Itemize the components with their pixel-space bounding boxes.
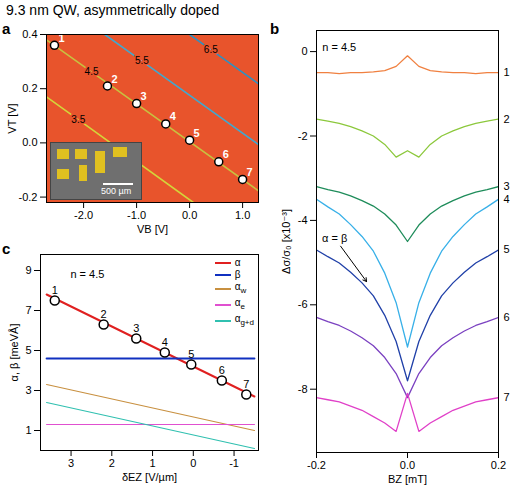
- svg-text:1.0: 1.0: [235, 209, 250, 221]
- svg-text:α = β: α = β: [322, 232, 347, 244]
- svg-text:0: 0: [190, 457, 196, 469]
- svg-text:2: 2: [111, 73, 117, 85]
- svg-text:3: 3: [68, 457, 74, 469]
- svg-text:n = 4.5: n = 4.5: [322, 41, 356, 53]
- svg-text:0.0: 0.0: [182, 209, 197, 221]
- svg-text:0.2: 0.2: [491, 459, 506, 471]
- svg-text:7: 7: [25, 304, 31, 316]
- svg-text:2: 2: [101, 308, 107, 320]
- svg-text:0.0: 0.0: [400, 459, 415, 471]
- html-text:c: c: [2, 240, 11, 257]
- svg-text:2: 2: [109, 457, 115, 469]
- svg-text:5: 5: [504, 243, 510, 255]
- svg-text:-2.0: -2.0: [74, 209, 93, 221]
- svg-text:VT [V]: VT [V]: [6, 103, 18, 133]
- svg-text:4: 4: [170, 110, 177, 122]
- svg-text:Δσ/σ₀ [x10⁻³]: Δσ/σ₀ [x10⁻³]: [280, 209, 292, 274]
- svg-text:3: 3: [25, 384, 31, 396]
- svg-text:4: 4: [504, 193, 510, 205]
- html-text:αg+d: αg+d: [234, 313, 254, 327]
- svg-text:6: 6: [223, 148, 229, 160]
- svg-text:5: 5: [25, 344, 31, 356]
- svg-text:1: 1: [504, 66, 510, 78]
- svg-text:5.5: 5.5: [135, 55, 149, 66]
- svg-text:1: 1: [25, 424, 31, 436]
- svg-text:0.0: 0.0: [22, 136, 37, 148]
- html-text:500 µm: 500 µm: [101, 186, 132, 196]
- svg-text:7: 7: [504, 391, 510, 403]
- svg-text:2: 2: [504, 113, 510, 125]
- svg-text:6.5: 6.5: [204, 44, 218, 55]
- svg-text:1: 1: [149, 457, 155, 469]
- svg-text:7: 7: [243, 378, 249, 390]
- svg-text:3: 3: [141, 90, 147, 102]
- svg-text:4: 4: [162, 336, 168, 348]
- svg-text:6: 6: [504, 311, 510, 323]
- svg-text:-6: -6: [298, 298, 308, 310]
- svg-text:α, β [meVÅ]: α, β [meVÅ]: [8, 324, 20, 382]
- svg-text:-1: -1: [229, 457, 239, 469]
- html-text:α: α: [234, 257, 241, 268]
- svg-text:7: 7: [247, 166, 253, 178]
- svg-text:-2: -2: [298, 130, 308, 142]
- svg-text:4.5: 4.5: [85, 66, 99, 77]
- svg-text:δEZ [V/µm]: δEZ [V/µm]: [122, 471, 177, 483]
- svg-text:0.4: 0.4: [22, 28, 37, 40]
- svg-text:n = 4.5: n = 4.5: [70, 268, 104, 280]
- svg-text:-0.2: -0.2: [19, 191, 38, 203]
- svg-text:9: 9: [25, 264, 31, 276]
- html-text:9.3 nm QW, asymmetrically dope: 9.3 nm QW, asymmetrically doped: [6, 2, 220, 18]
- svg-text:BZ [mT]: BZ [mT]: [388, 473, 427, 485]
- svg-text:1: 1: [52, 284, 58, 296]
- html-text:αw: αw: [234, 281, 247, 295]
- svg-text:1: 1: [58, 32, 64, 44]
- svg-text:0: 0: [301, 45, 307, 57]
- html-text:β: β: [234, 269, 241, 280]
- svg-text:VB [V]: VB [V]: [137, 223, 168, 235]
- html-text:b: b: [270, 20, 280, 37]
- svg-text:-4: -4: [298, 214, 308, 226]
- svg-text:6: 6: [219, 364, 225, 376]
- svg-text:3.5: 3.5: [71, 114, 85, 125]
- svg-text:-1.0: -1.0: [127, 209, 146, 221]
- svg-text:-8: -8: [298, 383, 308, 395]
- svg-text:5: 5: [188, 348, 194, 360]
- svg-text:0.2: 0.2: [22, 82, 37, 94]
- svg-text:5: 5: [194, 127, 200, 139]
- svg-text:-0.2: -0.2: [307, 459, 326, 471]
- svg-text:3: 3: [504, 180, 510, 192]
- svg-text:3: 3: [133, 322, 139, 334]
- html-text:a: a: [2, 20, 11, 37]
- html-text:αe: αe: [234, 297, 245, 311]
